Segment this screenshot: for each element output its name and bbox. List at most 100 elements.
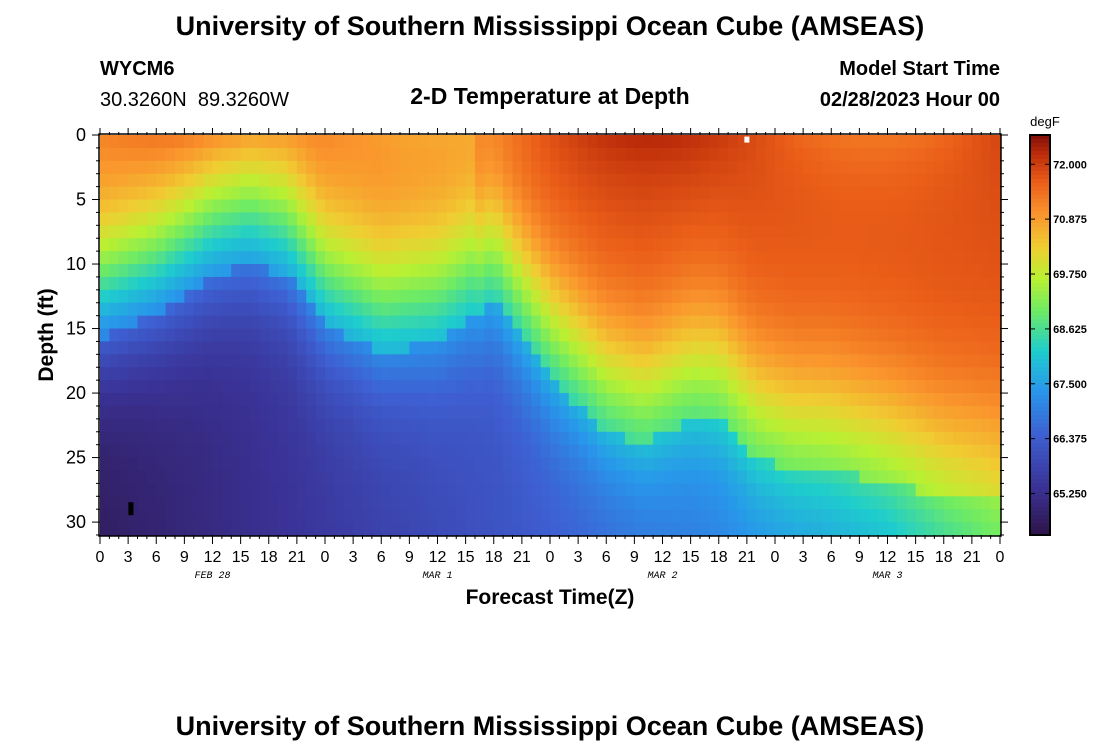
heatmap-cell bbox=[109, 147, 120, 162]
heatmap-cell bbox=[400, 431, 410, 446]
x-tick-label: 18 bbox=[710, 549, 728, 566]
heatmap-cell bbox=[315, 457, 326, 472]
heatmap-cell bbox=[315, 199, 326, 214]
heatmap-cell bbox=[296, 341, 307, 355]
heatmap-cell bbox=[568, 328, 579, 343]
heatmap-cell bbox=[296, 199, 307, 214]
heatmap-cell bbox=[606, 225, 617, 239]
heatmap-cell bbox=[221, 160, 232, 175]
heatmap-cell bbox=[231, 135, 242, 149]
heatmap-cell bbox=[737, 225, 748, 239]
heatmap-cell bbox=[446, 135, 457, 149]
heatmap-cell bbox=[381, 238, 392, 252]
heatmap-cell bbox=[700, 173, 710, 188]
heatmap-cell bbox=[840, 457, 851, 472]
heatmap-cell bbox=[259, 315, 270, 330]
heatmap-cell bbox=[896, 431, 907, 446]
heatmap-cell bbox=[840, 444, 851, 459]
heatmap-cell bbox=[484, 431, 495, 446]
heatmap-cell bbox=[718, 509, 729, 523]
heatmap-cell bbox=[906, 173, 917, 188]
heatmap-cell bbox=[953, 470, 964, 484]
heatmap-cell bbox=[596, 135, 607, 149]
heatmap-cell bbox=[446, 328, 457, 343]
heatmap-cell bbox=[315, 315, 326, 330]
heatmap-cell bbox=[784, 483, 795, 497]
heatmap-cell bbox=[203, 354, 214, 368]
heatmap-cell bbox=[146, 431, 157, 446]
heatmap-cell bbox=[128, 199, 139, 214]
heatmap-cell bbox=[625, 147, 635, 162]
heatmap-cell bbox=[503, 160, 514, 175]
heatmap-cell bbox=[971, 212, 982, 226]
heatmap-cell bbox=[353, 457, 364, 472]
heatmap-cell bbox=[193, 251, 204, 265]
heatmap-cell bbox=[859, 238, 870, 252]
heatmap-cell bbox=[371, 367, 382, 381]
heatmap-cell bbox=[700, 264, 710, 278]
heatmap-cell bbox=[962, 483, 973, 497]
heatmap-cell bbox=[793, 186, 804, 201]
heatmap-cell bbox=[409, 354, 420, 368]
heatmap-cell bbox=[662, 496, 673, 510]
heatmap-cell bbox=[193, 328, 204, 343]
heatmap-cell bbox=[625, 315, 635, 330]
heatmap-cell bbox=[756, 367, 767, 381]
heatmap-cell bbox=[859, 302, 870, 317]
heatmap-cell bbox=[850, 199, 860, 214]
heatmap-cell bbox=[596, 509, 607, 523]
heatmap-cell bbox=[943, 225, 954, 239]
heatmap-cell bbox=[662, 354, 673, 368]
heatmap-cell bbox=[531, 225, 542, 239]
heatmap-cell bbox=[765, 225, 776, 239]
heatmap-cell bbox=[381, 302, 392, 317]
heatmap-cell bbox=[784, 341, 795, 355]
heatmap-cell bbox=[362, 341, 373, 355]
heatmap-cell bbox=[859, 264, 870, 278]
heatmap-cell bbox=[718, 135, 729, 149]
heatmap-cell bbox=[475, 302, 485, 317]
heatmap-cell bbox=[559, 354, 570, 368]
heatmap-cell bbox=[700, 315, 710, 330]
heatmap-cell bbox=[906, 135, 917, 149]
heatmap-cell bbox=[390, 264, 401, 278]
heatmap-cell bbox=[990, 186, 1001, 201]
heatmap-cell bbox=[606, 431, 617, 446]
heatmap-cell bbox=[268, 173, 279, 188]
heatmap-cell bbox=[165, 276, 176, 291]
heatmap-cell bbox=[118, 225, 129, 239]
heatmap-cell bbox=[925, 225, 935, 239]
heatmap-cell bbox=[240, 251, 251, 265]
heatmap-cell bbox=[165, 289, 176, 304]
heatmap-cell bbox=[606, 328, 617, 343]
heatmap-cell bbox=[990, 315, 1001, 330]
heatmap-cell bbox=[175, 135, 185, 149]
x-tick-label: 9 bbox=[630, 549, 639, 566]
heatmap-cell bbox=[662, 315, 673, 330]
heatmap-cell bbox=[990, 328, 1001, 343]
heatmap-cell bbox=[184, 289, 195, 304]
heatmap-cell bbox=[259, 444, 270, 459]
heatmap-cell bbox=[943, 405, 954, 420]
heatmap-cell bbox=[662, 341, 673, 355]
heatmap-cell bbox=[634, 173, 645, 188]
heatmap-cell bbox=[221, 405, 232, 420]
heatmap-cell bbox=[353, 264, 364, 278]
heatmap-cell bbox=[128, 186, 139, 201]
heatmap-cell bbox=[812, 483, 823, 497]
heatmap-cell bbox=[362, 418, 373, 433]
heatmap-cell bbox=[943, 315, 954, 330]
heatmap-cell bbox=[690, 483, 701, 497]
heatmap-cell bbox=[437, 251, 448, 265]
heatmap-cell bbox=[212, 380, 223, 394]
heatmap-cell bbox=[250, 354, 260, 368]
heatmap-cell bbox=[428, 367, 439, 381]
heatmap-cell bbox=[156, 173, 167, 188]
heatmap-cell bbox=[887, 276, 898, 291]
heatmap-cell bbox=[128, 289, 139, 304]
heatmap-cell bbox=[531, 483, 542, 497]
heatmap-cell bbox=[428, 135, 439, 149]
heatmap-cell bbox=[503, 405, 514, 420]
heatmap-cell bbox=[175, 186, 185, 201]
heatmap-cell bbox=[437, 522, 448, 536]
